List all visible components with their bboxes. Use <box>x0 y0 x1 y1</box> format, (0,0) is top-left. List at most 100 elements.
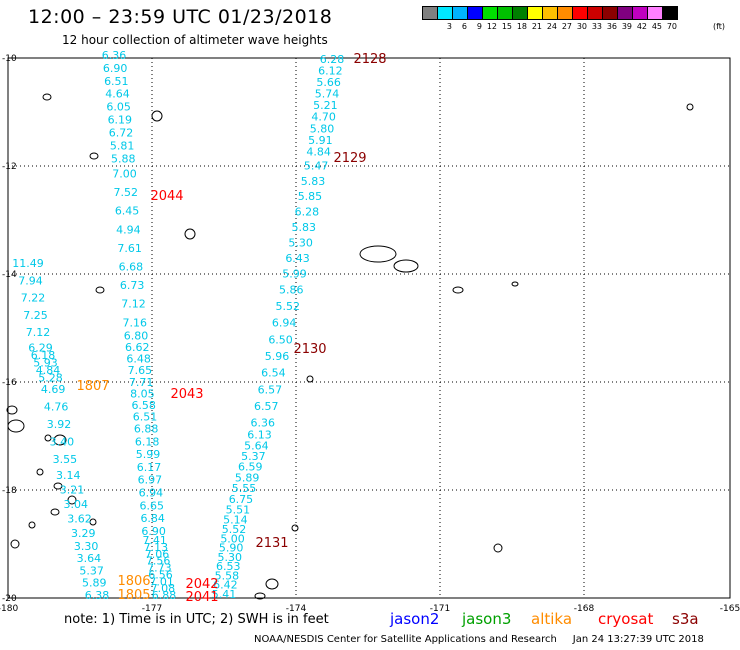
swh-value: 5.51 <box>226 504 251 517</box>
island-outline <box>28 521 36 529</box>
lat-tick-label: -16 <box>2 378 17 388</box>
swh-value: 6.72 <box>109 126 134 139</box>
color-scale-unit: (ft) <box>713 22 726 31</box>
lon-tick-label: -168 <box>574 604 595 614</box>
island-outline <box>452 286 464 294</box>
lon-tick-label: -180 <box>0 604 18 614</box>
swh-value: 5.52 <box>222 523 247 536</box>
swh-value: 6.88 <box>134 423 159 436</box>
island-outline <box>95 286 105 294</box>
color-scale-labels: 3 6 9 12 15 18 21 24 27 30 33 36 39 42 45 70 <box>422 22 677 31</box>
scale-label: 42 <box>636 22 647 31</box>
scale-label: 36 <box>606 22 617 31</box>
map-frame <box>7 57 731 599</box>
swh-value: 7.41 <box>142 534 167 547</box>
track-label: 1805 <box>117 588 150 603</box>
swh-value: 7.22 <box>21 292 46 305</box>
swh-value: 6.97 <box>138 474 163 487</box>
swh-value: 3.40 <box>50 436 75 449</box>
island-outline <box>184 228 196 240</box>
map-subtitle: 12 hour collection of altimeter wave hei… <box>62 33 328 47</box>
swh-value: 3.04 <box>64 498 89 511</box>
swh-value: 7.00 <box>112 167 137 180</box>
island-outline <box>53 434 67 446</box>
swh-value: 5.81 <box>110 139 135 152</box>
swh-value: 4.84 <box>36 364 61 377</box>
swh-value: 6.90 <box>103 62 128 75</box>
scale-swatch <box>662 6 678 20</box>
swh-value: 6.56 <box>148 568 173 581</box>
swh-value: 5.74 <box>315 88 340 101</box>
swh-value: 6.75 <box>229 493 254 506</box>
swh-value: 6.90 <box>141 525 166 538</box>
island-outline <box>50 508 60 516</box>
swh-value: 3.21 <box>60 483 85 496</box>
swh-value: 5.85 <box>298 190 323 203</box>
lat-tick-label: -18 <box>2 486 17 496</box>
satellite-legend-item: jason3 <box>462 610 512 628</box>
swh-value: 6.17 <box>137 461 162 474</box>
island-outline <box>10 539 20 549</box>
track-label: 2044 <box>150 189 183 204</box>
swh-value: 6.38 <box>85 589 110 602</box>
swh-value: 6.51 <box>133 411 158 424</box>
swh-value: 3.92 <box>47 418 72 431</box>
swh-value: 7.08 <box>151 582 176 595</box>
swh-value: 5.64 <box>244 439 269 452</box>
swh-value: 6.54 <box>261 367 286 380</box>
swh-value: 3.29 <box>71 527 96 540</box>
swh-value: 5.86 <box>279 283 304 296</box>
lat-tick-label: -10 <box>2 54 17 64</box>
swh-value: 6.13 <box>247 429 272 442</box>
swh-value: 8.05 <box>130 387 155 400</box>
swh-value: 6.29 <box>28 342 53 355</box>
island-outline <box>265 578 279 590</box>
island-outline <box>493 543 503 553</box>
island-outline <box>359 245 397 263</box>
swh-value: 6.59 <box>238 461 263 474</box>
swh-value: 6.51 <box>104 75 129 88</box>
swh-value: 7.01 <box>149 575 174 588</box>
credit-text: NOAA/NESDIS Center for Satellite Applica… <box>254 634 557 645</box>
swh-value: 5.93 <box>33 357 58 370</box>
swh-value: 5.89 <box>82 577 107 590</box>
scale-label: 6 <box>461 22 467 31</box>
swh-value: 6.53 <box>216 560 241 573</box>
swh-value: 11.49 <box>12 257 44 270</box>
swh-value: 5.83 <box>292 221 317 234</box>
island-outline <box>151 110 163 122</box>
swh-value: 5.30 <box>288 237 313 250</box>
swh-value: 6.28 <box>320 53 345 66</box>
island-outline <box>511 281 519 287</box>
track-label: 2041 <box>185 590 218 605</box>
swh-value: 7.94 <box>18 274 43 287</box>
swh-value: 6.36 <box>250 417 275 430</box>
swh-value: 5.41 <box>212 588 237 601</box>
swh-value: 7.56 <box>146 555 171 568</box>
swh-value: 6.12 <box>318 65 343 78</box>
swh-value: 7.06 <box>145 548 170 561</box>
swh-value: 4.94 <box>116 223 141 236</box>
island-outline <box>67 495 77 505</box>
swh-value: 7.25 <box>23 309 48 322</box>
lon-tick-label: -165 <box>720 604 740 614</box>
island-outline <box>89 152 99 160</box>
track-label: 2131 <box>255 536 288 551</box>
swh-value: 3.14 <box>56 469 81 482</box>
swh-value: 6.18 <box>31 349 56 362</box>
swh-value: 5.52 <box>275 300 300 313</box>
scale-label: 45 <box>651 22 662 31</box>
lat-tick-label: -14 <box>2 270 17 280</box>
swh-value: 5.37 <box>241 450 266 463</box>
scale-label: 21 <box>531 22 542 31</box>
swh-value: 4.76 <box>44 401 69 414</box>
satellite-legend-item: jason2 <box>390 610 440 628</box>
track-label: 2042 <box>185 577 218 592</box>
swh-value: 6.68 <box>119 260 144 273</box>
swh-value: 4.70 <box>311 111 336 124</box>
swh-value: 7.71 <box>129 376 154 389</box>
island-outline <box>42 93 52 101</box>
swh-value: 6.45 <box>115 205 140 218</box>
swh-value: 6.43 <box>285 252 310 265</box>
